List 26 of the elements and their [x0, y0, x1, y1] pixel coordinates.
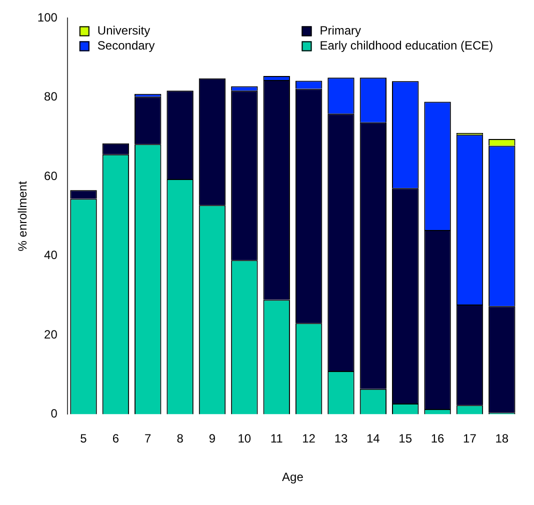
x-tick-label: 17 [463, 432, 477, 446]
x-tick-label: 11 [270, 432, 284, 446]
y-tick-label: 0 [50, 406, 58, 421]
x-tick-label: 5 [80, 432, 88, 446]
legend-label: University [97, 24, 150, 38]
x-tick-label: 9 [208, 432, 216, 446]
x-tick-label: 6 [112, 432, 120, 446]
y-tick-label: 40 [44, 248, 58, 262]
x-tick-label: 15 [398, 432, 412, 446]
legend-label: Primary [320, 24, 362, 38]
x-tick-label: 8 [176, 432, 184, 446]
y-tick-label: 80 [44, 90, 58, 104]
x-tick-label: 7 [144, 432, 152, 446]
y-tick-label: 20 [44, 327, 58, 342]
legend-label: Secondary [97, 38, 155, 53]
x-tick-label: 14 [366, 432, 380, 446]
x-tick-label: 10 [238, 432, 252, 446]
x-tick-label: 18 [495, 432, 509, 446]
legend-label: Early childhood education (ECE) [320, 38, 494, 53]
y-axis-title: % enrollment [16, 180, 30, 252]
x-tick-label: 16 [430, 432, 445, 446]
x-axis-title: Age [282, 470, 304, 484]
y-tick-label: 60 [44, 168, 58, 183]
y-tick-label: 100 [37, 10, 58, 25]
x-tick-label: 12 [302, 432, 316, 446]
x-tick-label: 13 [334, 432, 348, 446]
